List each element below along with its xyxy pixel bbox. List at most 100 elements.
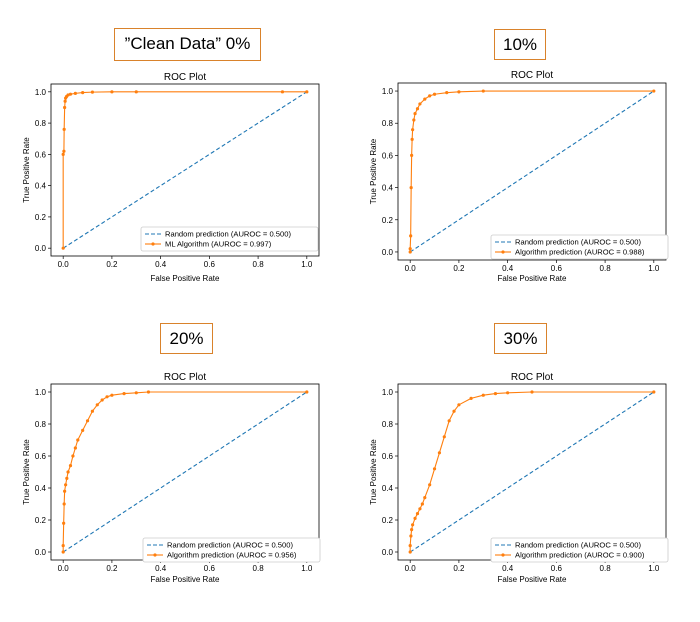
x-tick-label-10: 1.0 bbox=[648, 564, 660, 573]
legend-label-random: Random prediction (AUROC = 0.500) bbox=[165, 230, 291, 239]
roc-point-2 bbox=[409, 534, 413, 538]
legend-marker bbox=[501, 250, 505, 254]
y-tick-label-08: 0.8 bbox=[382, 119, 394, 128]
roc-point-8 bbox=[66, 93, 70, 97]
roc-point-4 bbox=[63, 489, 67, 493]
x-tick-label-08: 0.8 bbox=[600, 264, 612, 273]
y-tick-label-08: 0.8 bbox=[35, 420, 47, 429]
roc-point-20 bbox=[134, 391, 138, 395]
y-tick-label-04: 0.4 bbox=[35, 182, 47, 191]
roc-point-8 bbox=[413, 111, 417, 116]
random-prediction-line bbox=[409, 391, 655, 553]
x-tick-label-08: 0.8 bbox=[600, 564, 612, 573]
roc-point-14 bbox=[134, 90, 138, 94]
roc-point-12 bbox=[437, 451, 442, 455]
roc-point-2 bbox=[62, 521, 66, 525]
x-tick-label-02: 0.2 bbox=[106, 564, 118, 573]
x-tick-label-0: 0.0 bbox=[58, 564, 70, 573]
y-tick-label-0: 0.0 bbox=[382, 248, 394, 257]
y-tick-label-06: 0.6 bbox=[35, 150, 47, 159]
roc-point-0 bbox=[408, 250, 412, 254]
y-tick-label-02: 0.2 bbox=[382, 216, 394, 225]
legend-label-random: Random prediction (AUROC = 0.500) bbox=[515, 541, 641, 550]
roc-point-12 bbox=[81, 428, 85, 432]
roc-point-5 bbox=[410, 137, 414, 141]
y-tick-label-10: 1.0 bbox=[35, 88, 47, 97]
x-axis-label: False Positive Rate bbox=[151, 575, 220, 584]
y-tick-label-04: 0.4 bbox=[382, 484, 394, 493]
roc-point-0 bbox=[61, 550, 65, 554]
roc-point-20 bbox=[506, 391, 510, 395]
roc-point-15 bbox=[95, 403, 99, 407]
y-tick-label-04: 0.4 bbox=[382, 184, 394, 193]
y-tick-label-08: 0.8 bbox=[382, 420, 394, 429]
y-tick-label-10: 1.0 bbox=[35, 388, 47, 397]
roc-point-9 bbox=[415, 107, 420, 111]
roc-point-16 bbox=[457, 403, 461, 407]
x-tick-label-10: 1.0 bbox=[301, 260, 313, 269]
y-tick-label-0: 0.0 bbox=[35, 548, 47, 557]
x-tick-label-04: 0.4 bbox=[155, 260, 167, 269]
x-axis-label: False Positive Rate bbox=[498, 575, 567, 584]
roc-point-9 bbox=[423, 496, 427, 500]
y-tick-label-02: 0.2 bbox=[35, 516, 47, 525]
roc-point-19 bbox=[493, 392, 498, 396]
roc-point-1 bbox=[61, 544, 65, 548]
x-axis-label: False Positive Rate bbox=[498, 274, 567, 283]
roc-point-21 bbox=[146, 390, 151, 394]
panel-caption-10: 10% bbox=[494, 29, 546, 60]
panel-caption-clean: ”Clean Data” 0% bbox=[114, 28, 261, 61]
roc-point-7 bbox=[412, 118, 416, 122]
y-tick-label-0: 0.0 bbox=[382, 548, 394, 557]
roc-point-6 bbox=[415, 511, 420, 516]
roc-point-2 bbox=[62, 149, 66, 153]
roc-point-5 bbox=[63, 99, 67, 103]
roc-point-1 bbox=[408, 247, 412, 251]
roc-point-3 bbox=[410, 528, 414, 532]
y-tick-label-06: 0.6 bbox=[382, 452, 394, 461]
roc-point-21 bbox=[530, 390, 534, 394]
x-tick-label-08: 0.8 bbox=[253, 564, 265, 573]
legend-label-algorithm: Algorithm prediction (AUROC = 0.900) bbox=[515, 551, 645, 560]
roc-point-9 bbox=[71, 454, 75, 458]
roc-point-0 bbox=[61, 246, 65, 250]
random-prediction-line bbox=[409, 90, 655, 253]
y-axis-label: True Positive Rate bbox=[369, 138, 378, 204]
y-tick-label-06: 0.6 bbox=[382, 151, 394, 160]
x-tick-label-0: 0.0 bbox=[405, 264, 417, 273]
algorithm-roc-line bbox=[409, 90, 654, 252]
roc-point-18 bbox=[481, 393, 485, 397]
legend-box bbox=[490, 537, 669, 563]
roc-point-11 bbox=[432, 467, 437, 471]
panel-caption-30: 30% bbox=[494, 323, 547, 354]
roc-point-15 bbox=[280, 90, 285, 94]
roc-point-17 bbox=[469, 396, 473, 400]
x-tick-label-06: 0.6 bbox=[551, 264, 563, 273]
roc-point-11 bbox=[423, 97, 427, 101]
x-tick-label-10: 1.0 bbox=[648, 264, 660, 273]
y-axis-label: True Positive Rate bbox=[369, 439, 378, 505]
legend-label-algorithm: Algorithm prediction (AUROC = 0.988) bbox=[515, 248, 645, 257]
roc-point-1 bbox=[408, 544, 412, 548]
roc-point-13 bbox=[442, 435, 446, 439]
roc-point-9 bbox=[68, 92, 73, 96]
x-tick-label-0: 0.0 bbox=[58, 260, 70, 269]
roc-point-22 bbox=[305, 390, 309, 394]
panel-caption-20: 20% bbox=[160, 323, 213, 354]
y-axis-label: True Positive Rate bbox=[22, 439, 31, 505]
roc-point-15 bbox=[452, 409, 456, 413]
legend-label-random: Random prediction (AUROC = 0.500) bbox=[515, 238, 641, 247]
legend-box bbox=[490, 234, 669, 260]
roc-point-14 bbox=[445, 91, 449, 95]
roc-point-5 bbox=[64, 483, 68, 487]
roc-point-12 bbox=[428, 94, 432, 98]
roc-point-16 bbox=[100, 398, 104, 402]
chart-title: ROC Plot bbox=[511, 372, 553, 383]
roc-point-13 bbox=[110, 90, 114, 94]
roc-point-17 bbox=[652, 89, 656, 93]
chart-title: ROC Plot bbox=[164, 72, 206, 83]
roc-point-12 bbox=[90, 90, 95, 94]
roc-point-3 bbox=[62, 127, 66, 131]
x-tick-label-08: 0.8 bbox=[253, 260, 265, 269]
